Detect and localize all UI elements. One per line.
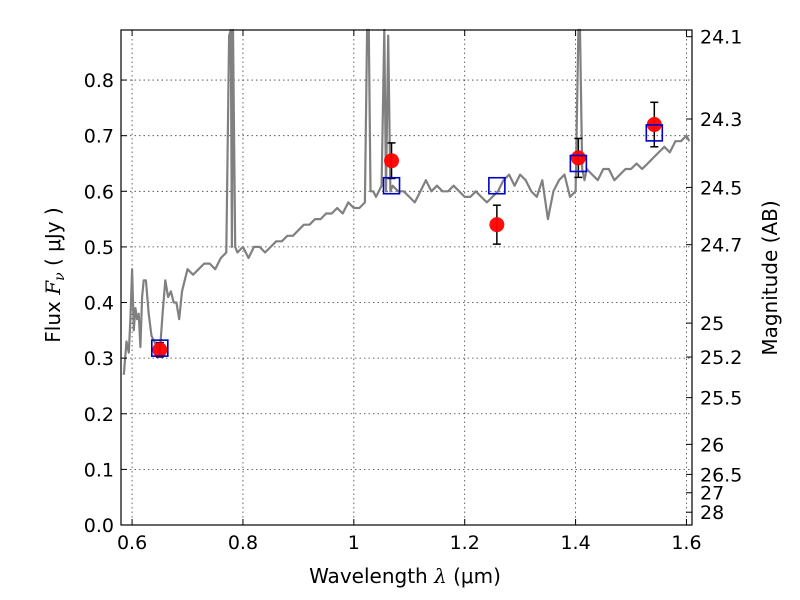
model-point [382, 176, 401, 195]
y-tick-label: 0.6 [84, 181, 114, 203]
y2-tick-label: 27 [700, 483, 724, 505]
axis-ticks: 0.6 0.8 1 1.2 1.4 1.6 0.0 0.1 0.2 0.3 0.4 0.5 0.6 0.7… [84, 27, 743, 554]
x-tick-label: 1.6 [671, 532, 701, 554]
y2-tick-label: 24.3 [700, 109, 742, 131]
x-tick-label: 0.8 [228, 532, 258, 554]
x-tick-label: 1.4 [560, 532, 590, 554]
y2-tick-label: 24.7 [700, 235, 742, 257]
observed-point [489, 217, 505, 233]
model-spectrum-line [122, 28, 691, 375]
y-tick-label: 0.1 [84, 459, 114, 481]
model-point [569, 154, 588, 173]
data-markers [151, 101, 664, 358]
x-tick-label: 0.6 [117, 532, 147, 554]
observed-point [152, 342, 168, 358]
plot-frame [120, 29, 693, 526]
y2-tick-label: 25.5 [700, 388, 742, 410]
y-tick-label: 0.2 [84, 404, 114, 426]
y2-tick-label: 26.5 [700, 464, 742, 486]
y2-axis-title: Magnitude (AB) [758, 200, 782, 355]
y-tick-label: 0.4 [84, 293, 114, 315]
y-tick-label: 0.3 [84, 348, 114, 370]
y2-tick-label: 28 [700, 502, 724, 524]
y2-tick-label: 24.5 [700, 177, 742, 199]
observed-point [570, 150, 586, 166]
model-point [151, 339, 169, 357]
y2-tick-label: 25.2 [700, 347, 742, 369]
x-tick-label: 1.2 [450, 532, 480, 554]
grid-lines [121, 30, 692, 526]
observed-point [384, 153, 400, 169]
y-tick-label: 0.5 [84, 237, 114, 259]
x-tick-label: 1 [348, 532, 360, 554]
y2-tick-label: 25 [700, 313, 724, 335]
y2-tick-label: 24.1 [700, 27, 742, 49]
y-tick-label: 0.0 [84, 515, 114, 537]
model-point [488, 176, 506, 195]
y-axis-title: Flux Fν ( μJy ) [41, 207, 69, 342]
y2-tick-label: 26 [700, 434, 724, 456]
model-point [645, 124, 664, 142]
y-tick-label: 0.7 [84, 126, 114, 148]
y-tick-label: 0.8 [84, 70, 114, 92]
x-axis-title: Wavelength λ (μm) [309, 564, 501, 588]
